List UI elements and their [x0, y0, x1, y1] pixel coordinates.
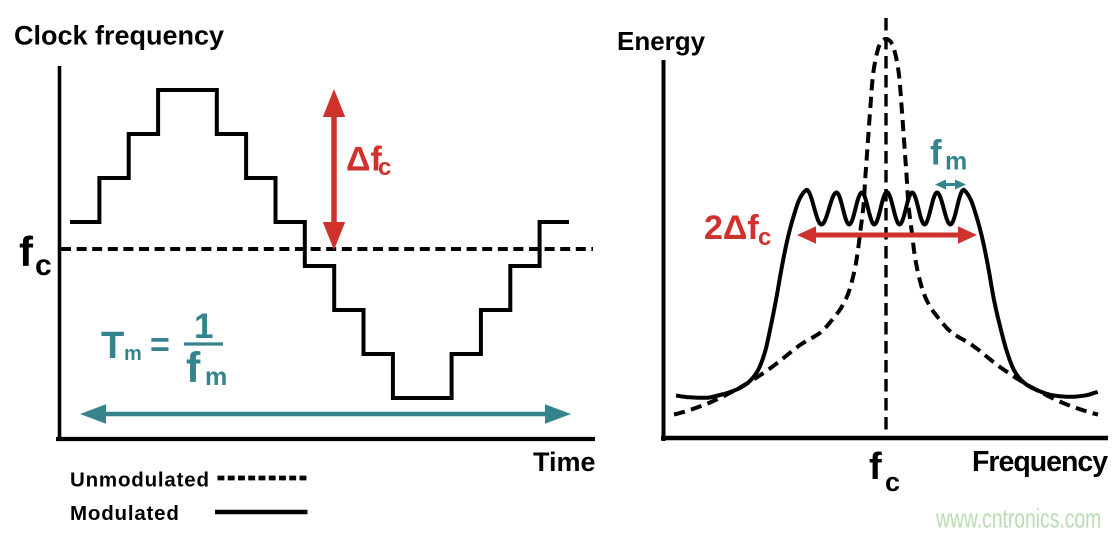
svg-text:1: 1 — [194, 307, 213, 346]
svg-text:Clock frequency: Clock frequency — [14, 21, 224, 51]
svg-text:f: f — [869, 446, 882, 488]
svg-text:m: m — [205, 363, 227, 391]
svg-text:2Δf: 2Δf — [704, 209, 759, 247]
svg-text:T: T — [101, 325, 124, 367]
svg-text:Energy: Energy — [617, 26, 706, 56]
svg-text:Δf: Δf — [346, 141, 382, 179]
svg-text:Modulated: Modulated — [70, 502, 180, 525]
svg-text:Time: Time — [533, 447, 596, 477]
svg-text:=: = — [150, 326, 170, 364]
svg-text:Unmodulated: Unmodulated — [70, 469, 210, 492]
svg-text:m: m — [124, 343, 142, 365]
svg-text:f: f — [19, 228, 34, 275]
svg-text:Frequency: Frequency — [972, 446, 1108, 478]
svg-text:c: c — [885, 467, 900, 497]
svg-text:m: m — [945, 148, 967, 176]
svg-text:f: f — [930, 134, 942, 173]
svg-text:c: c — [378, 154, 391, 181]
svg-text:f: f — [186, 344, 201, 392]
svg-text:c: c — [758, 224, 771, 251]
svg-text:c: c — [35, 249, 52, 282]
svg-text:www.cntronics.com: www.cntronics.com — [935, 503, 1101, 533]
